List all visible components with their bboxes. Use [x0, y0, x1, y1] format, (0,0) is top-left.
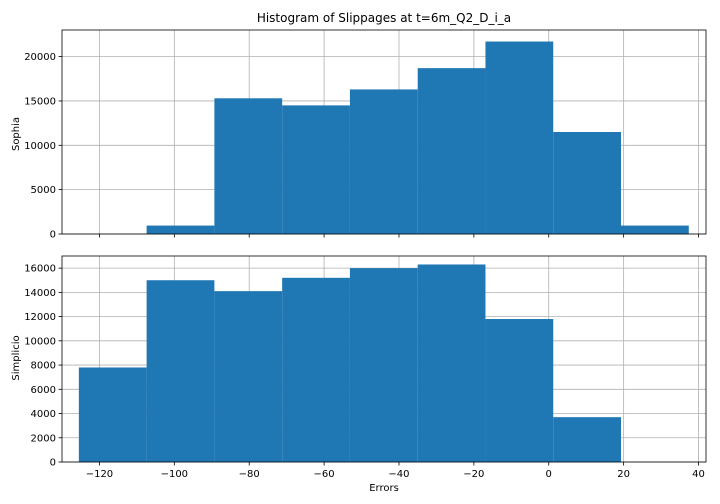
histogram-bar [282, 105, 350, 235]
y-tick-label: 8000 [31, 361, 56, 372]
y-tick-label: 20000 [24, 52, 56, 63]
axes-frame [61, 29, 707, 235]
histogram-bar [485, 41, 554, 235]
histogram-bar [485, 319, 554, 462]
axes-frame [61, 255, 707, 463]
x-tick-label: 20 [617, 469, 630, 480]
bottom-histogram-panel: −120 −100 −80 −60 −40 −20 0 20 40 0 2000 4000 6000 80… [24, 255, 707, 480]
histogram-bar [282, 277, 350, 462]
histogram-bar [621, 225, 689, 234]
x-tick-label: 40 [692, 469, 705, 480]
y-tick-label: 14000 [24, 288, 56, 299]
x-tick-label: −100 [161, 469, 188, 480]
histogram-bar [214, 98, 283, 234]
y-tick-label: 0 [50, 230, 56, 241]
histogram-bar [417, 68, 486, 234]
x-tick-label: 0 [546, 469, 552, 480]
y-tick-label: 10000 [24, 141, 56, 152]
y-tick-label: 5000 [31, 185, 56, 196]
x-tick-label: −80 [239, 469, 260, 480]
x-tick-label: −60 [314, 469, 335, 480]
x-axis-label: Errors [369, 483, 399, 494]
y-tick-label: 4000 [31, 409, 56, 420]
y-tick-label: 6000 [31, 385, 56, 396]
chart-title: Histogram of Slippages at t=6m_Q2_D_i_a [257, 11, 511, 25]
x-tick-label: −20 [463, 469, 484, 480]
x-tick-label: −40 [388, 469, 409, 480]
histogram-bar [214, 291, 283, 462]
histogram-bar [146, 225, 215, 234]
y-tick-label: 2000 [31, 433, 56, 444]
bottom-y-axis-label: Simplicio [11, 335, 22, 380]
x-tick-label: −120 [86, 469, 113, 480]
top-y-axis-label: Sophia [11, 117, 22, 151]
histogram-bar [349, 89, 418, 234]
histogram-bar [553, 132, 622, 234]
top-histogram-panel: 0 5000 10000 15000 20000 [24, 29, 707, 241]
y-tick-label: 10000 [24, 336, 56, 347]
histogram-bar [553, 417, 622, 462]
y-tick-label: 0 [50, 458, 56, 469]
histogram-bar [146, 280, 215, 462]
y-tick-label: 12000 [24, 312, 56, 323]
histogram-bar [78, 367, 147, 462]
histogram-bar [417, 264, 486, 462]
y-tick-label: 15000 [24, 96, 56, 107]
y-tick-label: 16000 [24, 264, 56, 275]
histogram-bar [349, 268, 418, 462]
